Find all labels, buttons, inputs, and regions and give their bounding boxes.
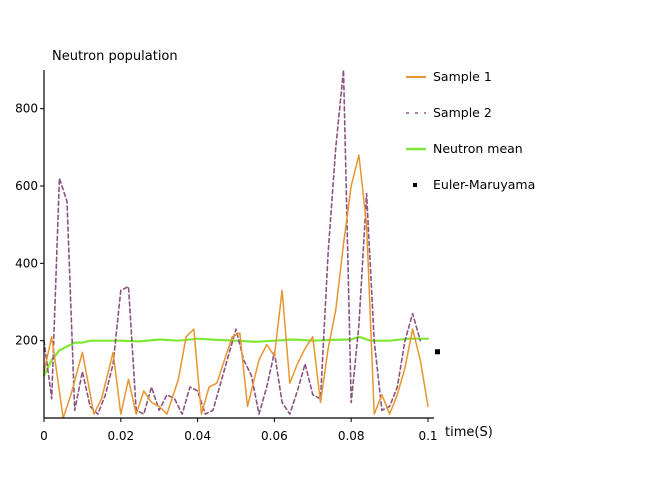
y-tick-label: 400: [15, 256, 38, 270]
sample-2-line: [43, 69, 422, 415]
x-tick-label: 0.08: [338, 429, 365, 443]
sample-1-line: [43, 154, 429, 419]
x-axis-label: time(S): [445, 425, 493, 440]
plot-area: [42, 69, 440, 419]
neutron-mean-line: [42, 335, 430, 377]
y-tick-label: 200: [15, 334, 38, 348]
legend-label-sample-2: Sample 2: [433, 105, 492, 120]
legend-label-sample-1: Sample 1: [433, 69, 492, 84]
legend-label-neutron-mean: Neutron mean: [433, 141, 523, 156]
x-tick-label: 0.06: [261, 429, 288, 443]
y-tick-label: 800: [15, 102, 38, 116]
legend: Sample 1 Sample 2 Neutron mean Euler-Maruya…: [406, 69, 535, 192]
x-tick-label: 0.02: [107, 429, 134, 443]
legend-label-euler-maruyama: Euler-Maruyama: [433, 177, 535, 192]
axis-ticks: 0 0.02 0.04 0.06 0.08 0.1 200 400 600 800: [15, 102, 437, 443]
x-tick-label: 0.04: [184, 429, 211, 443]
x-tick-label: 0: [40, 429, 48, 443]
euler-maruyama-point: [435, 349, 440, 355]
y-tick-label: 600: [15, 179, 38, 193]
legend-marker-euler-maruyama: [413, 183, 417, 187]
x-tick-label: 0.1: [418, 429, 437, 443]
y-axis-label: Neutron population: [52, 49, 178, 64]
